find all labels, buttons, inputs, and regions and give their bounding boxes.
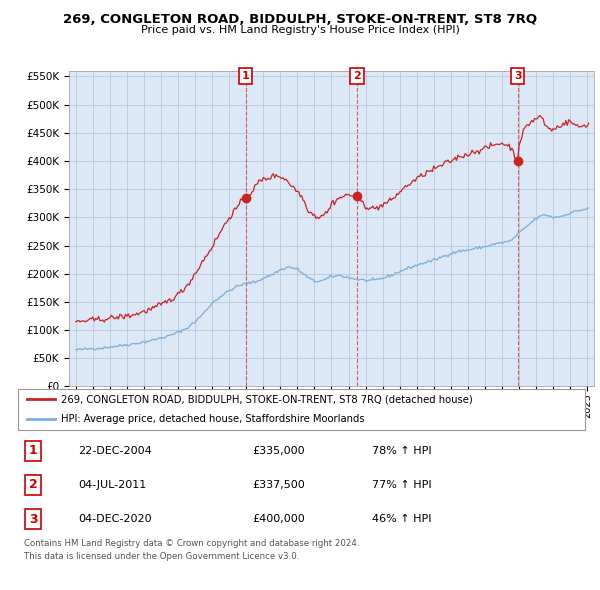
Text: Price paid vs. HM Land Registry's House Price Index (HPI): Price paid vs. HM Land Registry's House … [140,25,460,35]
Text: £335,000: £335,000 [252,446,305,455]
Text: £337,500: £337,500 [252,480,305,490]
Text: 2: 2 [29,478,37,491]
Text: £400,000: £400,000 [252,514,305,524]
Text: HPI: Average price, detached house, Staffordshire Moorlands: HPI: Average price, detached house, Staf… [61,415,364,424]
Text: 78% ↑ HPI: 78% ↑ HPI [372,446,431,455]
Text: 3: 3 [514,71,521,81]
Text: 77% ↑ HPI: 77% ↑ HPI [372,480,431,490]
Text: 2: 2 [353,71,361,81]
Text: 1: 1 [29,444,37,457]
Text: Contains HM Land Registry data © Crown copyright and database right 2024.: Contains HM Land Registry data © Crown c… [24,539,359,548]
Text: 269, CONGLETON ROAD, BIDDULPH, STOKE-ON-TRENT, ST8 7RQ (detached house): 269, CONGLETON ROAD, BIDDULPH, STOKE-ON-… [61,395,472,404]
Text: 04-DEC-2020: 04-DEC-2020 [78,514,152,524]
Text: 269, CONGLETON ROAD, BIDDULPH, STOKE-ON-TRENT, ST8 7RQ: 269, CONGLETON ROAD, BIDDULPH, STOKE-ON-… [63,13,537,26]
Text: 04-JUL-2011: 04-JUL-2011 [78,480,146,490]
Text: 1: 1 [242,71,250,81]
Text: 3: 3 [29,513,37,526]
Text: 22-DEC-2004: 22-DEC-2004 [78,446,152,455]
Text: 46% ↑ HPI: 46% ↑ HPI [372,514,431,524]
Text: This data is licensed under the Open Government Licence v3.0.: This data is licensed under the Open Gov… [24,552,299,561]
